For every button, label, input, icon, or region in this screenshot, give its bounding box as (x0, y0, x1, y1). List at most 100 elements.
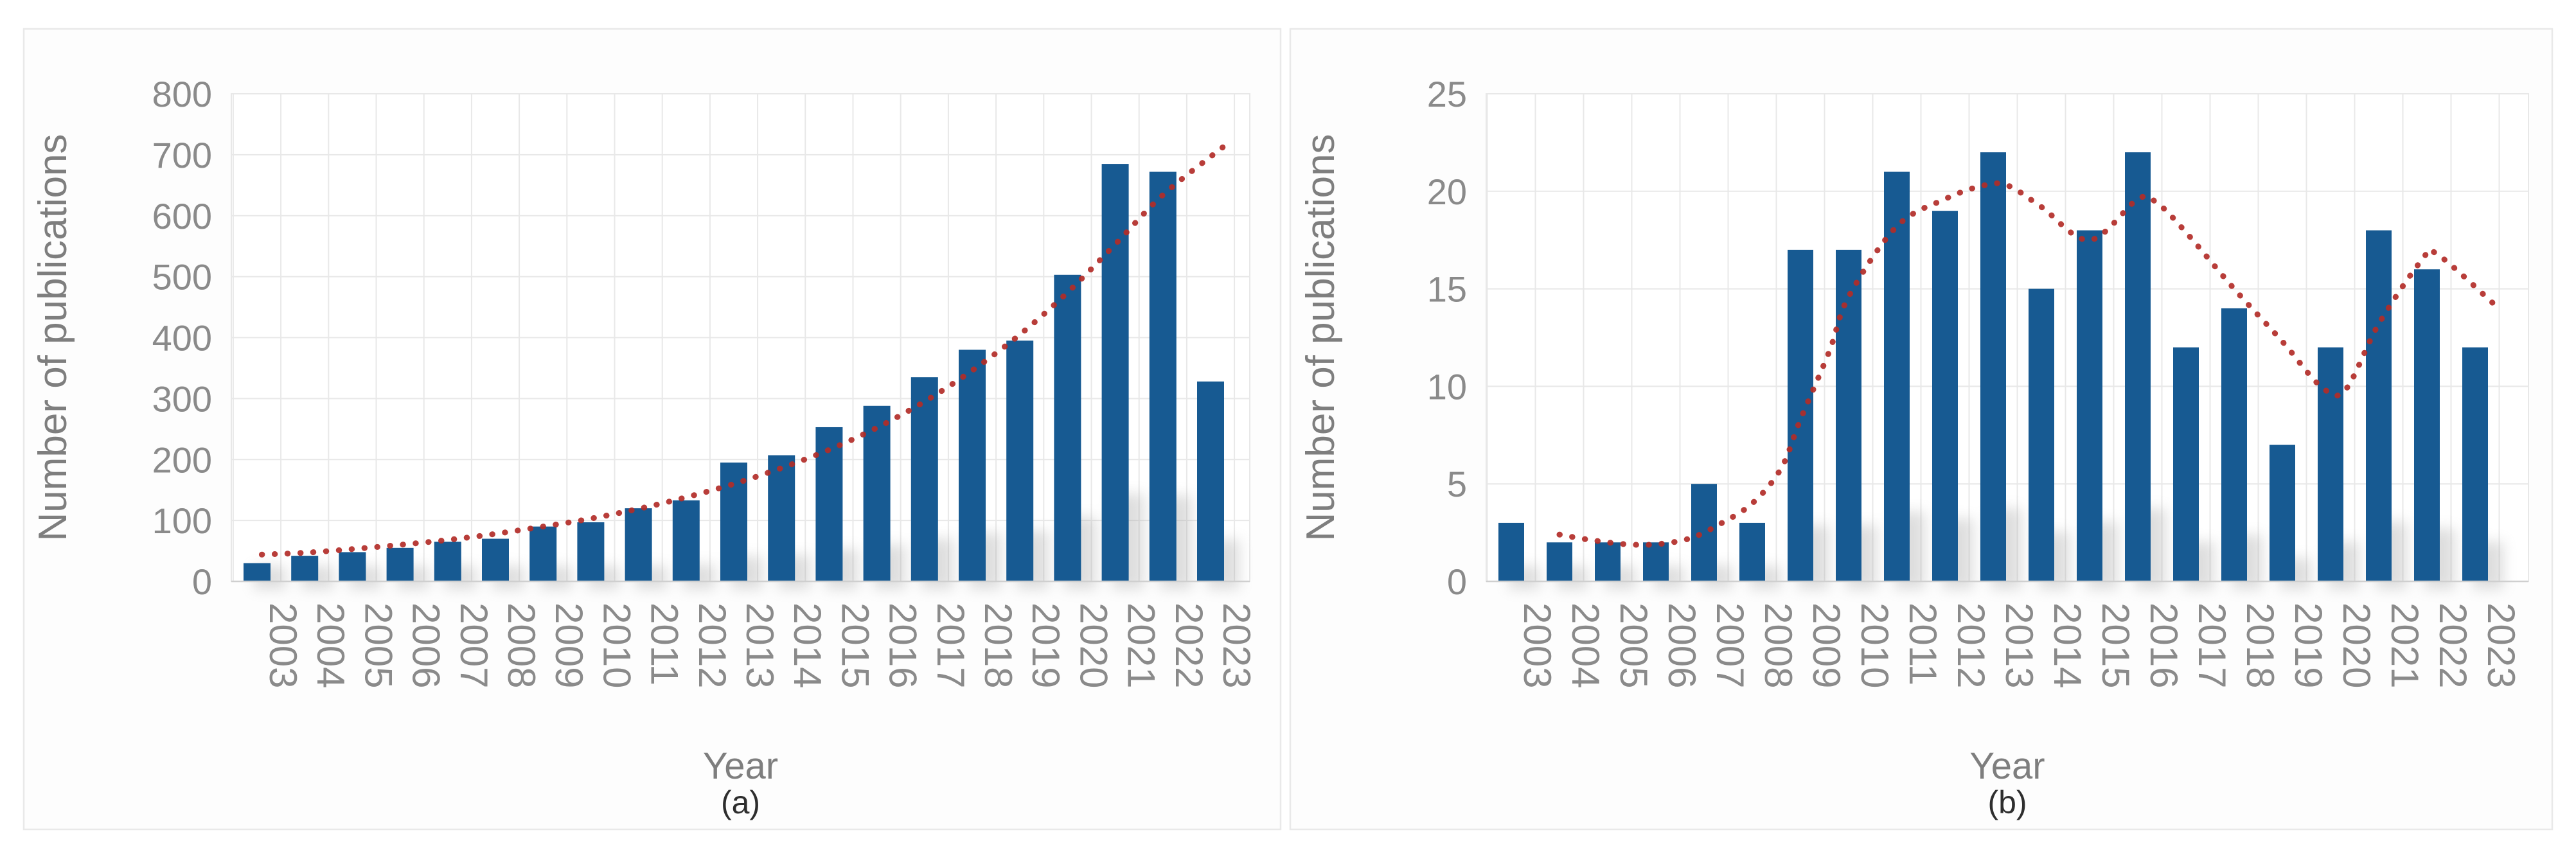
bar-2019 (2270, 445, 2295, 581)
y-axis-title: Number of publications (1299, 134, 1343, 541)
x-tick-label-2019: 2019 (1024, 603, 1067, 688)
x-tick-label-2010: 2010 (1853, 603, 1896, 688)
x-tick-label-2009: 2009 (547, 603, 591, 688)
y-tick-label: 20 (1427, 172, 1467, 212)
bar-2005 (339, 552, 366, 581)
x-tick-label-2018: 2018 (977, 603, 1020, 688)
x-tick-label-2015: 2015 (2094, 603, 2137, 688)
x-tick-label-2007: 2007 (1709, 603, 1752, 688)
bar-2007 (1691, 484, 1717, 581)
bar-2009 (1788, 249, 1813, 581)
x-tick-label-2014: 2014 (786, 603, 829, 688)
bar-2013 (1980, 152, 2006, 581)
bar-2019 (1006, 340, 1034, 581)
panel-caption-b: (b) (1987, 784, 2027, 820)
x-tick-label-2007: 2007 (452, 603, 495, 688)
bar-2023 (2462, 347, 2488, 581)
bar-2018 (959, 349, 986, 581)
x-tick-label-2013: 2013 (1998, 603, 2041, 688)
y-tick-label: 500 (152, 257, 212, 297)
x-tick-label-2006: 2006 (405, 603, 448, 688)
x-tick-label-2004: 2004 (309, 603, 352, 688)
x-tick-label-2018: 2018 (2239, 603, 2282, 688)
y-tick-label: 100 (152, 500, 212, 541)
bar-2022 (1149, 172, 1177, 581)
bar-2006 (386, 547, 414, 581)
bar-2010 (1836, 249, 1861, 581)
x-tick-label-2006: 2006 (1660, 603, 1703, 688)
x-tick-label-2020: 2020 (2335, 603, 2378, 688)
x-tick-label-2011: 2011 (1901, 603, 1944, 685)
bar-2003 (244, 563, 271, 581)
bar-2012 (1932, 211, 1958, 581)
x-tick-label-2009: 2009 (1805, 603, 1848, 688)
x-axis-title: Year (703, 745, 778, 787)
bar-2004 (291, 556, 319, 581)
bar-2016 (863, 405, 891, 581)
bar-2005 (1595, 542, 1621, 581)
y-tick-label: 200 (152, 439, 212, 480)
x-tick-label-2003: 2003 (1516, 603, 1559, 688)
y-tick-label: 0 (192, 561, 212, 602)
y-tick-label: 0 (1447, 561, 1467, 602)
y-tick-label: 300 (152, 378, 212, 419)
bar-2020 (2318, 347, 2343, 581)
y-tick-label: 800 (152, 74, 212, 114)
x-tick-label-2014: 2014 (2046, 603, 2089, 688)
x-tick-label-2008: 2008 (500, 603, 543, 688)
y-tick-label: 10 (1427, 366, 1467, 407)
bar-2008 (1739, 522, 1765, 581)
x-tick-label-2005: 2005 (1612, 603, 1655, 688)
x-tick-label-2008: 2008 (1757, 603, 1800, 688)
bars (244, 164, 1224, 581)
y-tick-label: 15 (1427, 269, 1467, 310)
x-tick-label-2017: 2017 (2190, 603, 2234, 688)
x-tick-label-2010: 2010 (595, 603, 638, 688)
y-axis-title: Number of publications (31, 134, 75, 541)
bar-2021 (2366, 230, 2392, 581)
x-tick-label-2019: 2019 (2287, 603, 2330, 688)
x-axis-title: Year (1969, 745, 2045, 787)
bar-2014 (2029, 288, 2054, 581)
bar-2011 (625, 508, 652, 581)
bar-2018 (2221, 308, 2247, 581)
x-tick-label-2023: 2023 (1215, 603, 1258, 688)
x-tick-label-2004: 2004 (1564, 603, 1607, 688)
bar-2020 (1054, 274, 1081, 581)
x-tick-label-2013: 2013 (738, 603, 781, 688)
bar-2006 (1643, 542, 1669, 581)
bar-2009 (529, 526, 557, 581)
x-tick-label-2012: 2012 (1950, 603, 1993, 688)
x-tick-label-2021: 2021 (1120, 603, 1163, 688)
x-tick-label-2016: 2016 (2142, 603, 2185, 688)
bar-2016 (2125, 152, 2151, 581)
trendline-dotted (1556, 180, 2498, 548)
bar-2022 (2414, 269, 2440, 581)
bar-2004 (1547, 542, 1572, 581)
y-tick-label: 400 (152, 318, 212, 358)
panel-caption-a: (a) (721, 784, 760, 820)
y-tick-label: 25 (1427, 74, 1467, 114)
x-tick-label-2016: 2016 (882, 603, 925, 688)
x-tick-label-2005: 2005 (357, 603, 400, 688)
y-tick-label: 700 (152, 135, 212, 175)
bar-2015 (2077, 230, 2102, 581)
x-tick-label-2003: 2003 (262, 603, 305, 688)
y-tick-label: 600 (152, 196, 212, 236)
bar-2014 (768, 455, 795, 581)
bar-2017 (910, 377, 938, 581)
x-tick-label-2020: 2020 (1072, 603, 1115, 688)
x-tick-label-2012: 2012 (691, 603, 734, 688)
x-tick-label-2022: 2022 (1168, 603, 1211, 688)
bar-2021 (1101, 164, 1129, 581)
bar-2007 (434, 542, 461, 581)
bar-2023 (1197, 381, 1224, 581)
x-tick-label-2023: 2023 (2480, 603, 2523, 688)
bar-2012 (672, 500, 700, 581)
bar-2003 (1498, 522, 1524, 581)
y-tick-label: 5 (1447, 464, 1467, 504)
bar-2017 (2173, 347, 2199, 581)
